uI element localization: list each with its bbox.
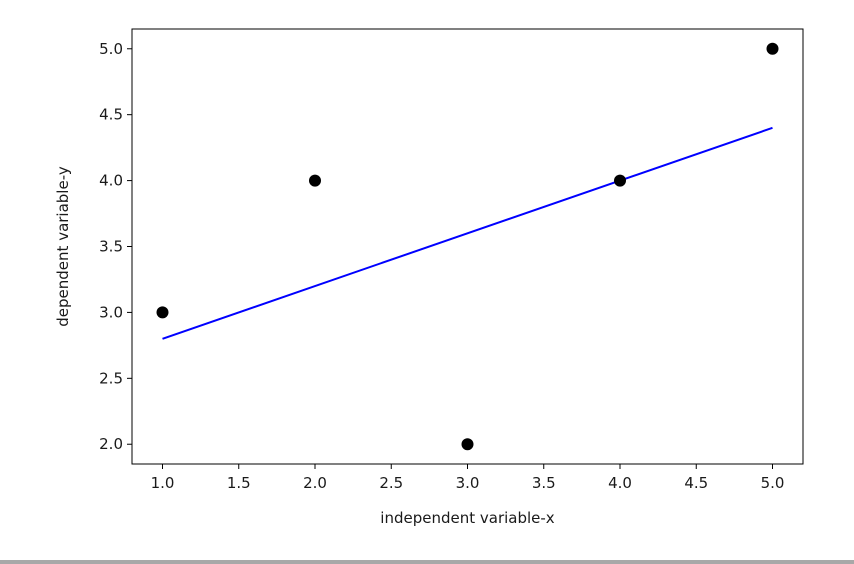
scatter-points-layer: [156, 42, 779, 451]
x-tick-label: 3.0: [456, 474, 480, 492]
y-tick-label: 3.0: [99, 303, 123, 321]
x-tick-label: 1.0: [151, 474, 175, 492]
x-tick-label: 4.5: [684, 474, 708, 492]
y-axis-label: dependent variable-y: [54, 166, 72, 327]
x-tick-label: 5.0: [761, 474, 785, 492]
y-tick-label: 2.5: [99, 369, 123, 387]
x-tick-label: 4.0: [608, 474, 632, 492]
data-point: [614, 174, 626, 187]
bottom-border: [0, 560, 854, 564]
data-point: [156, 306, 169, 319]
fit-line: [162, 126, 773, 340]
data-point: [461, 438, 474, 451]
data-point: [309, 174, 321, 187]
y-tick-label: 4.5: [99, 106, 123, 124]
y-tick-label: 3.5: [99, 238, 123, 256]
plot-frame: [131, 28, 804, 465]
x-axis-label: independent variable-x: [380, 509, 555, 527]
x-tick-label: 1.5: [227, 474, 251, 492]
x-axis-ticks: 1.0 1.5 2.0 2.5 3.0 3.5 4.0 4.5 5.0: [151, 464, 785, 492]
y-axis-ticks: 2.0 2.5 3.0 3.5 4.0 4.5 5.0: [99, 40, 132, 453]
data-point: [766, 42, 779, 55]
y-tick-label: 5.0: [99, 40, 123, 58]
x-tick-label: 3.5: [532, 474, 556, 492]
x-tick-label: 2.5: [379, 474, 403, 492]
x-tick-label: 2.0: [303, 474, 327, 492]
y-tick-label: 2.0: [99, 435, 123, 453]
y-tick-label: 4.0: [99, 172, 123, 190]
fit-line-layer: [162, 126, 773, 340]
